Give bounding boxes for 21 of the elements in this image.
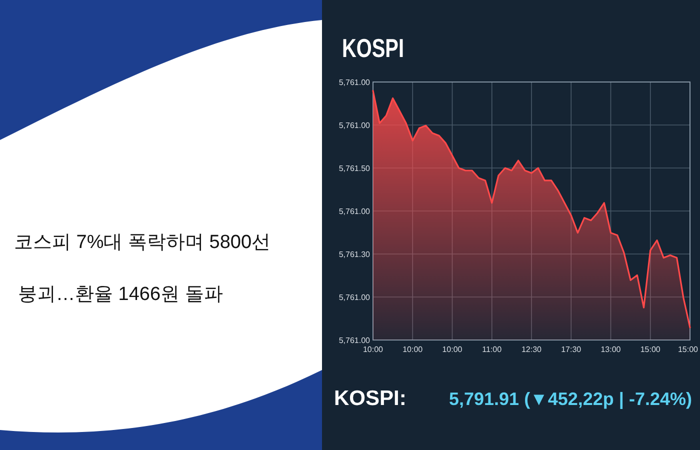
text: 5,761.00	[338, 78, 371, 87]
x-tick-label: 12:30	[521, 345, 542, 354]
text: 5,761.50	[338, 164, 371, 173]
text: 코스피 7%대 폭락하며 5800선	[14, 232, 271, 253]
x-tick-label: 11:00	[482, 345, 502, 354]
x-tick-label: 10:00	[442, 345, 463, 354]
x-tick-label: 15:00	[678, 345, 699, 354]
x-tick-label: 15:00	[640, 345, 661, 354]
text: 5,761.00	[338, 293, 371, 302]
text: 5,761.00	[338, 336, 371, 345]
x-tick-label: 10:00	[362, 345, 384, 354]
text: 5,761.30	[338, 250, 371, 259]
text: 붕괴…환율 1466원 돌파	[18, 284, 223, 305]
chart-title: KOSPI	[342, 33, 423, 63]
text: KOSPI:	[334, 387, 406, 410]
text: 5,761.00	[338, 207, 371, 216]
x-tick-label: 10:00	[402, 345, 424, 354]
text: 5,791.91 (▼452,22p | -7.24%)	[449, 389, 692, 409]
text: 5,761.00	[338, 121, 371, 130]
x-tick-label: 13:00	[600, 345, 622, 354]
x-tick-label: 17:30	[561, 345, 582, 354]
